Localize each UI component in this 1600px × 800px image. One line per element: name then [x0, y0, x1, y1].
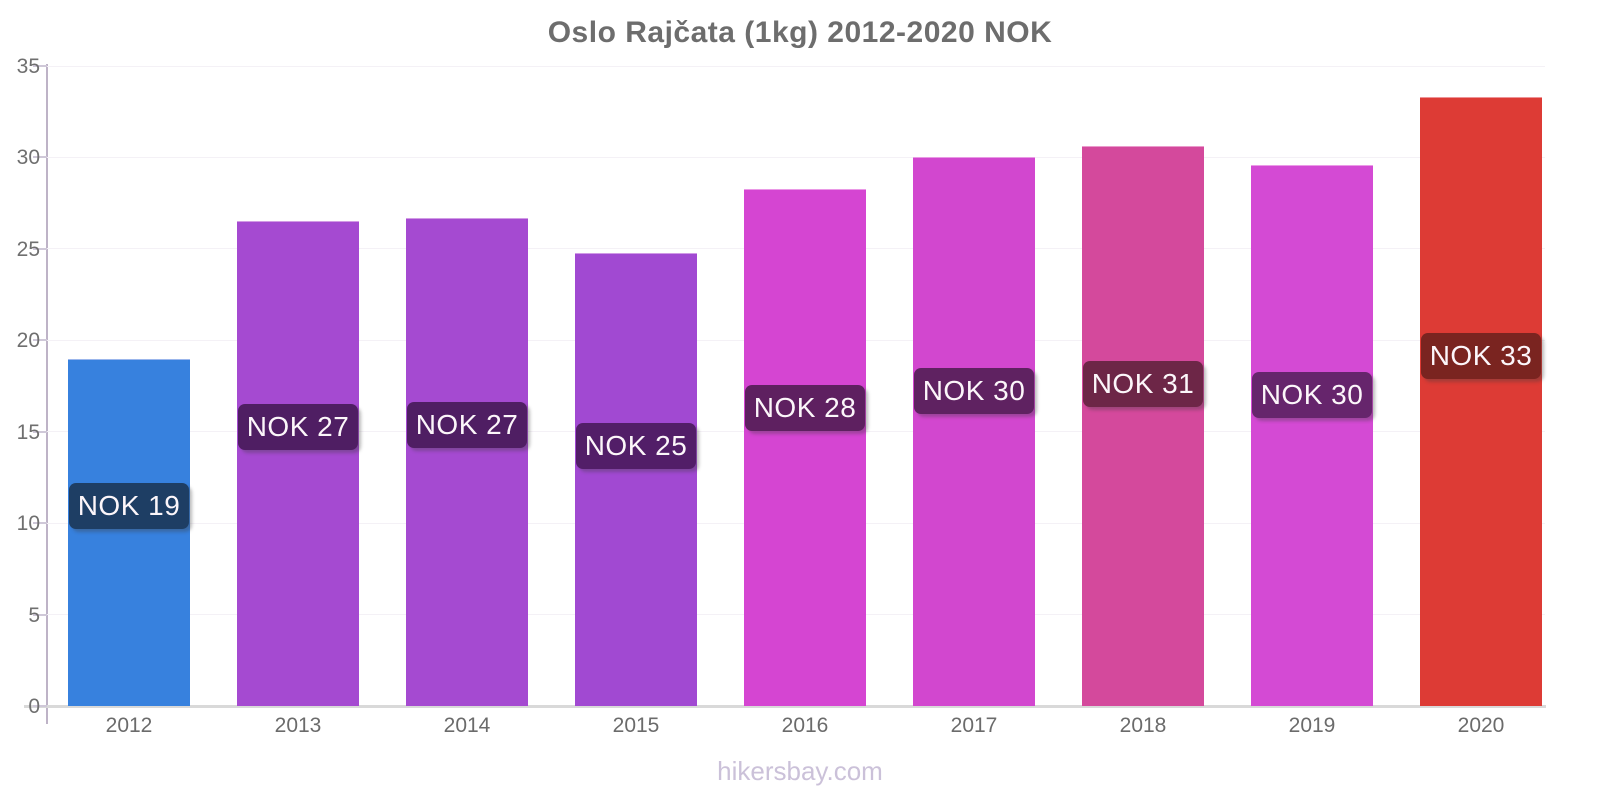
chart-title: Oslo Rajčata (1kg) 2012-2020 NOK — [547, 16, 1053, 49]
y-tick-5 — [33, 613, 47, 616]
gridline-30 — [47, 156, 1545, 158]
watermark: hikersbay.com — [717, 756, 883, 786]
bar-2016[interactable] — [744, 188, 866, 706]
x-tick-label-2016: 2016 — [781, 714, 829, 737]
x-tick-label-2018: 2018 — [1119, 714, 1167, 737]
y-tick-label-35: 35 — [16, 55, 40, 78]
y-tick-25 — [33, 247, 47, 250]
x-tick-label-2020: 2020 — [1457, 714, 1505, 737]
bar-2017[interactable] — [913, 157, 1035, 706]
bar-value-label-2017: NOK 30 — [914, 367, 1034, 414]
bar-value-label-2019: NOK 30 — [1252, 371, 1372, 418]
y-axis-line — [46, 64, 48, 724]
y-tick-label-0: 0 — [28, 695, 40, 718]
bar-value-label-2014: NOK 27 — [407, 402, 527, 449]
y-tick-label-5: 5 — [28, 603, 40, 627]
y-tick-label-25: 25 — [16, 237, 40, 261]
x-tick-label-2014: 2014 — [443, 714, 491, 737]
bar-2020[interactable] — [1420, 97, 1542, 706]
y-tick-0 — [33, 705, 47, 707]
y-tick-20 — [33, 339, 47, 342]
y-tick-label-15: 15 — [16, 420, 40, 444]
bar-2012[interactable] — [68, 358, 190, 706]
bar-2015[interactable] — [575, 253, 697, 706]
bar-2019[interactable] — [1251, 164, 1373, 706]
bar-value-label-2012: NOK 19 — [69, 483, 189, 530]
y-tick-10 — [33, 522, 47, 525]
x-tick-label-2019: 2019 — [1288, 714, 1336, 737]
bar-2018[interactable] — [1082, 145, 1204, 706]
bar-2013[interactable] — [237, 221, 359, 706]
y-tick-label-10: 10 — [16, 512, 40, 536]
gridline-35 — [47, 65, 1545, 67]
bar-value-label-2015: NOK 25 — [576, 422, 696, 469]
bar-value-label-2013: NOK 27 — [238, 404, 358, 451]
x-tick-label-2015: 2015 — [612, 714, 660, 737]
bar-2014[interactable] — [406, 217, 528, 706]
bar-value-label-2018: NOK 31 — [1083, 360, 1203, 407]
x-axis-line — [24, 705, 1546, 708]
y-tick-15 — [33, 430, 47, 433]
y-tick-label-20: 20 — [16, 329, 40, 353]
x-tick-label-2012: 2012 — [105, 714, 153, 737]
bar-value-label-2020: NOK 33 — [1421, 332, 1541, 379]
x-tick-label-2017: 2017 — [950, 714, 998, 737]
x-tick-label-2013: 2013 — [274, 714, 322, 737]
y-tick-label-30: 30 — [16, 146, 40, 170]
bar-value-label-2016: NOK 28 — [745, 385, 865, 432]
y-tick-30 — [33, 156, 47, 159]
y-tick-35 — [33, 65, 47, 67]
